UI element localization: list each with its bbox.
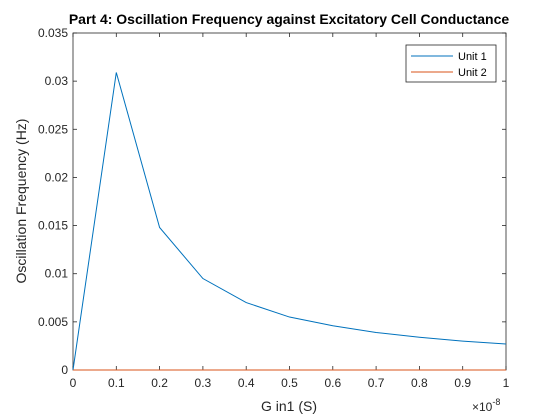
x-tick-label-10: 1 <box>503 376 510 390</box>
x-tick-label-5: 0.5 <box>281 376 298 390</box>
x-tick-label-6: 0.6 <box>324 376 341 390</box>
x-axis-exponent: ×10-8 <box>472 397 500 414</box>
x-tick-label-3: 0.3 <box>195 376 212 390</box>
y-tick-label-0: 0 <box>61 363 68 377</box>
x-tick-label-0: 0 <box>70 376 77 390</box>
x-axis-label: G in1 (S) <box>261 398 317 414</box>
y-tick-label-5: 0.025 <box>38 122 68 136</box>
legend-label-unit-1: Unit 1 <box>458 51 487 63</box>
y-tick-label-2: 0.01 <box>45 267 69 281</box>
x-tick-label-9: 0.9 <box>454 376 471 390</box>
y-tick-label-3: 0.015 <box>38 219 68 233</box>
chart-title: Part 4: Oscillation Frequency against Ex… <box>69 11 510 27</box>
legend-label-unit-2: Unit 2 <box>458 67 487 79</box>
legend: Unit 1 Unit 2 <box>405 44 497 83</box>
y-axis-label: Oscillation Frequency (Hz) <box>13 119 29 284</box>
x-axis-exponent-power: -8 <box>492 397 500 407</box>
plot-area: 0 0.1 0.2 0.3 0.4 0.5 0.6 0.7 0.8 0.9 1 0 0.005 0.01 0… <box>38 26 510 390</box>
x-tick-label-1: 0.1 <box>108 376 125 390</box>
y-tick-label-4: 0.02 <box>45 170 69 184</box>
x-tick-label-2: 0.2 <box>151 376 168 390</box>
x-tick-label-4: 0.4 <box>238 376 255 390</box>
x-axis-exponent-base: ×10 <box>472 400 493 414</box>
y-tick-label-1: 0.005 <box>38 315 68 329</box>
legend-box <box>405 44 497 83</box>
y-tick-label-6: 0.03 <box>45 74 69 88</box>
x-tick-label-7: 0.7 <box>368 376 385 390</box>
y-tick-label-7: 0.035 <box>38 26 68 40</box>
series-line-unit-1 <box>72 72 507 371</box>
x-tick-label-8: 0.8 <box>411 376 428 390</box>
